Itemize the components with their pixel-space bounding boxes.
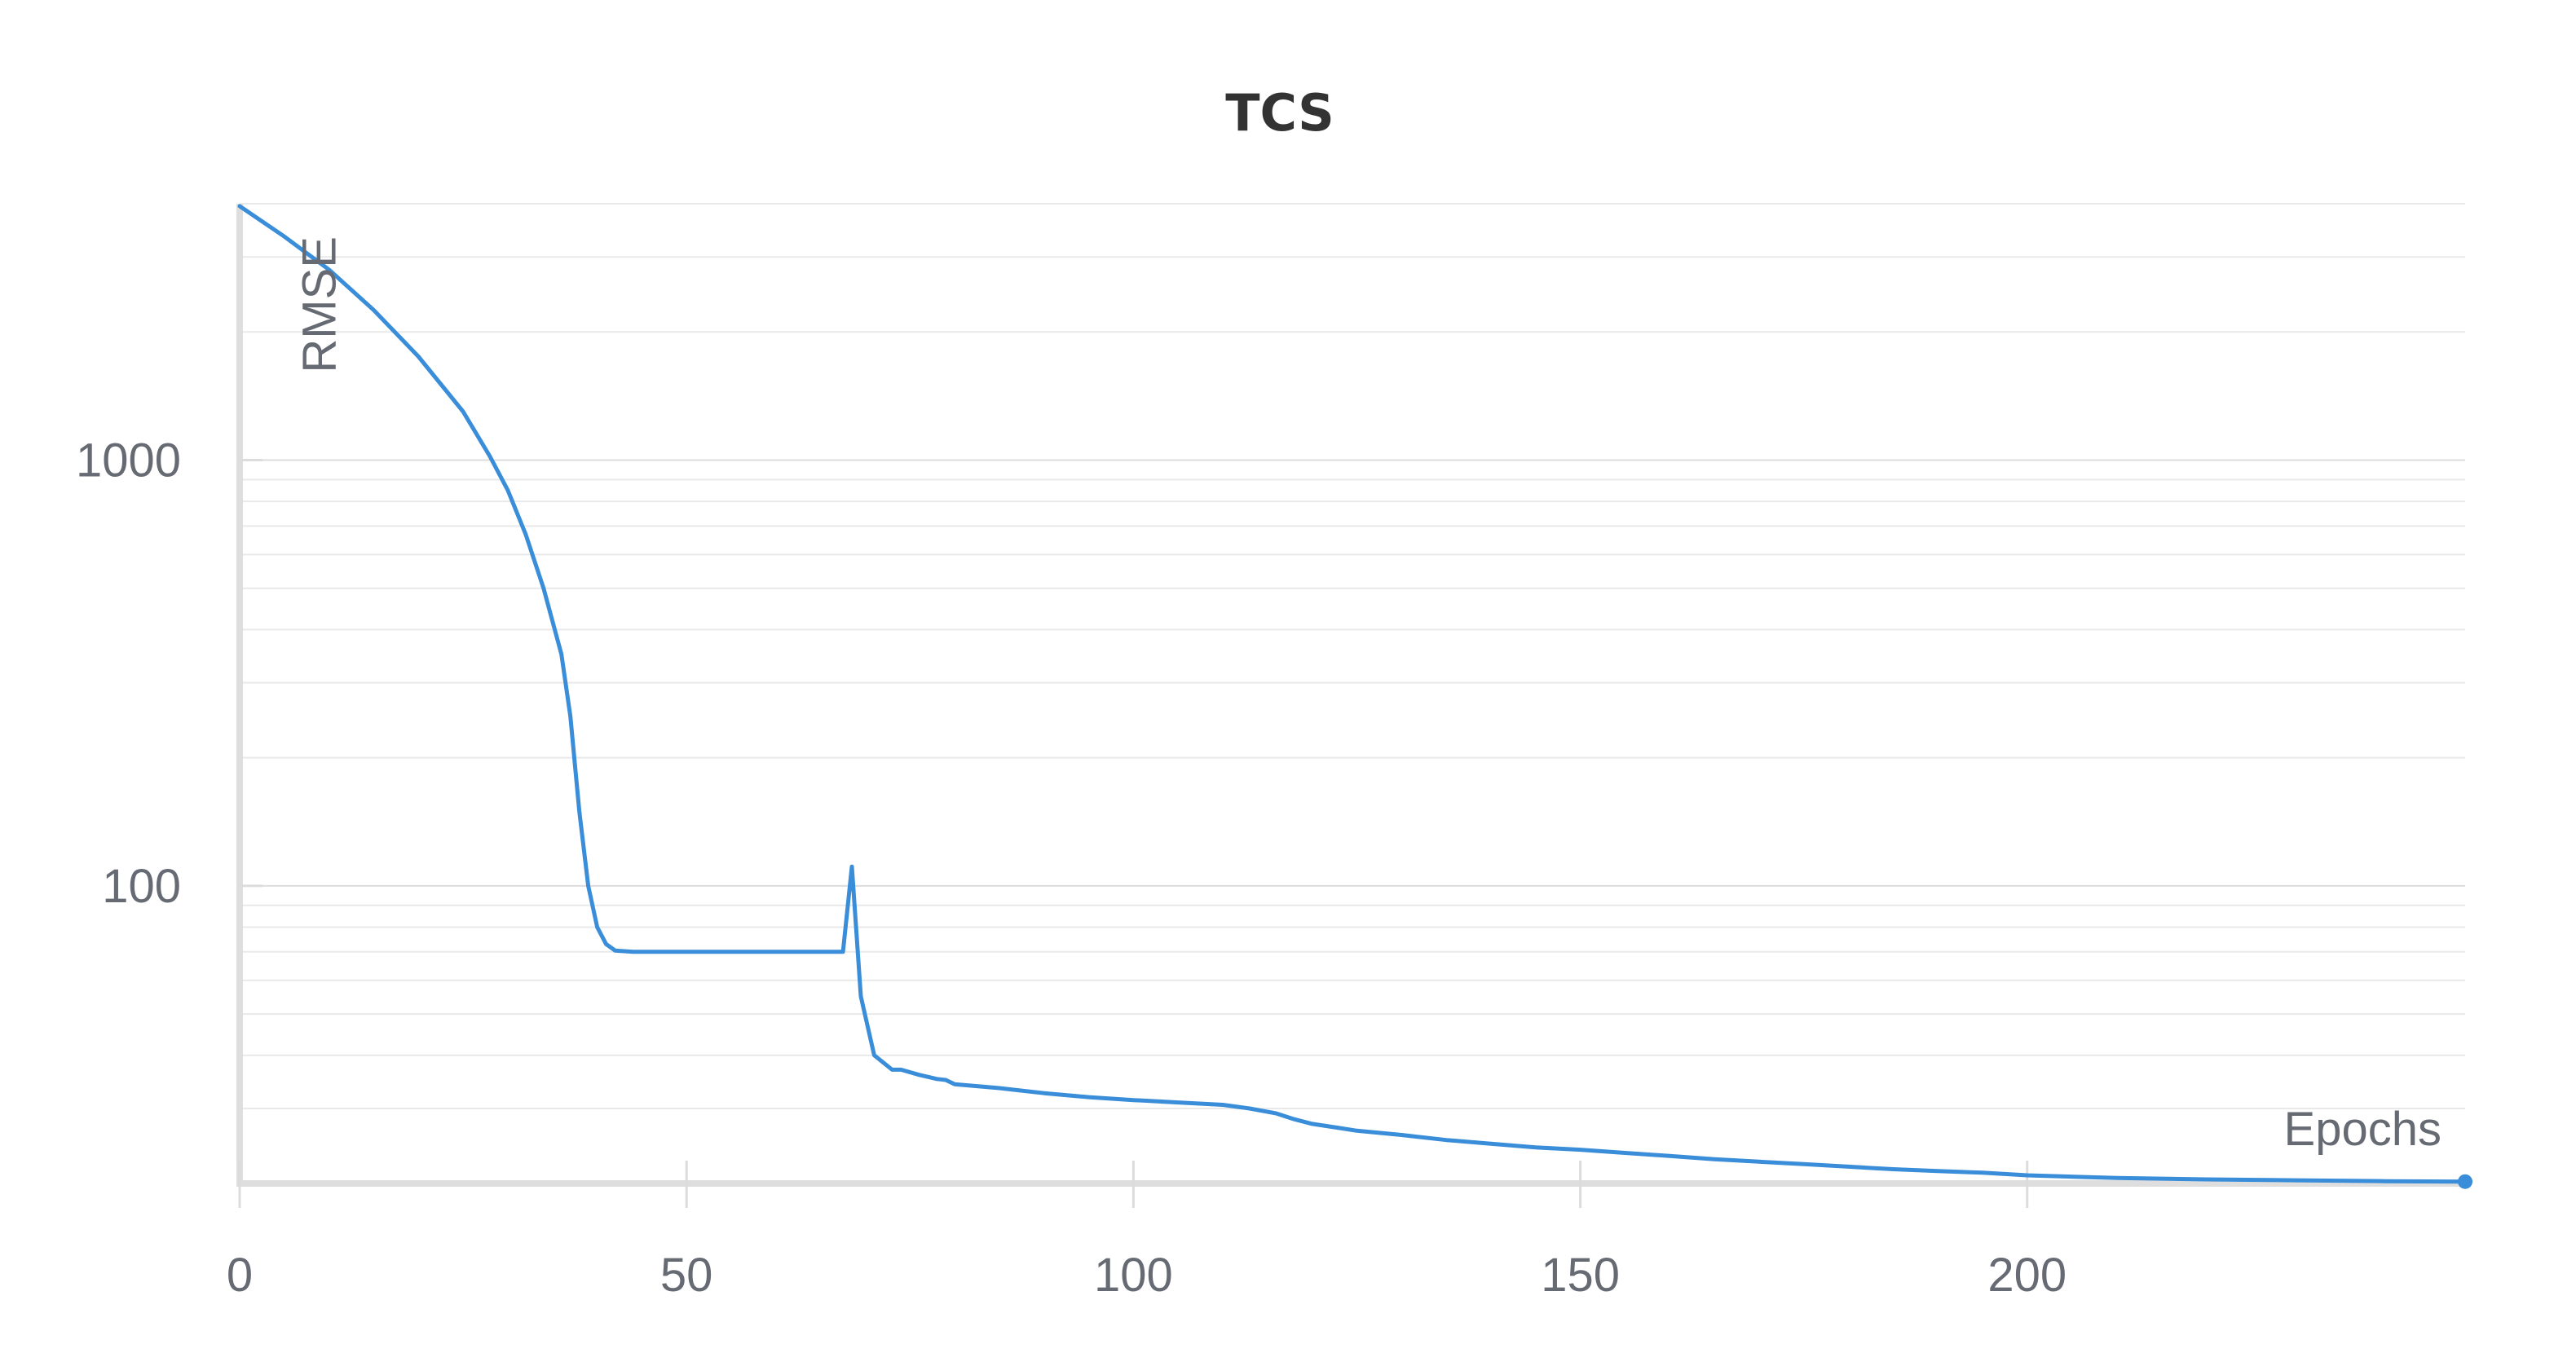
series-line	[237, 204, 2468, 1184]
y-tick-label: 100	[102, 860, 181, 913]
x-tick-label: 200	[1987, 1249, 2067, 1302]
x-tick-label: 0	[227, 1249, 253, 1302]
y-tick-label: 1000	[76, 434, 181, 487]
axes	[236, 204, 2465, 1187]
chart-title: TCS	[1225, 83, 1334, 143]
x-tick-label: 100	[1094, 1249, 1173, 1302]
x-axis-label: Epochs	[2284, 1103, 2441, 1156]
y-axis-ticks: 100 1000	[76, 434, 262, 913]
y-axis-label: RMSE	[293, 236, 346, 373]
grid-lines	[240, 203, 2465, 1110]
x-tick-label: 150	[1541, 1249, 1620, 1302]
x-axis-ticks: 0 50 100 150 200	[227, 1161, 2067, 1302]
series-end-point	[2458, 1174, 2472, 1189]
series-group	[237, 204, 2472, 1189]
x-tick-label: 50	[660, 1249, 713, 1302]
